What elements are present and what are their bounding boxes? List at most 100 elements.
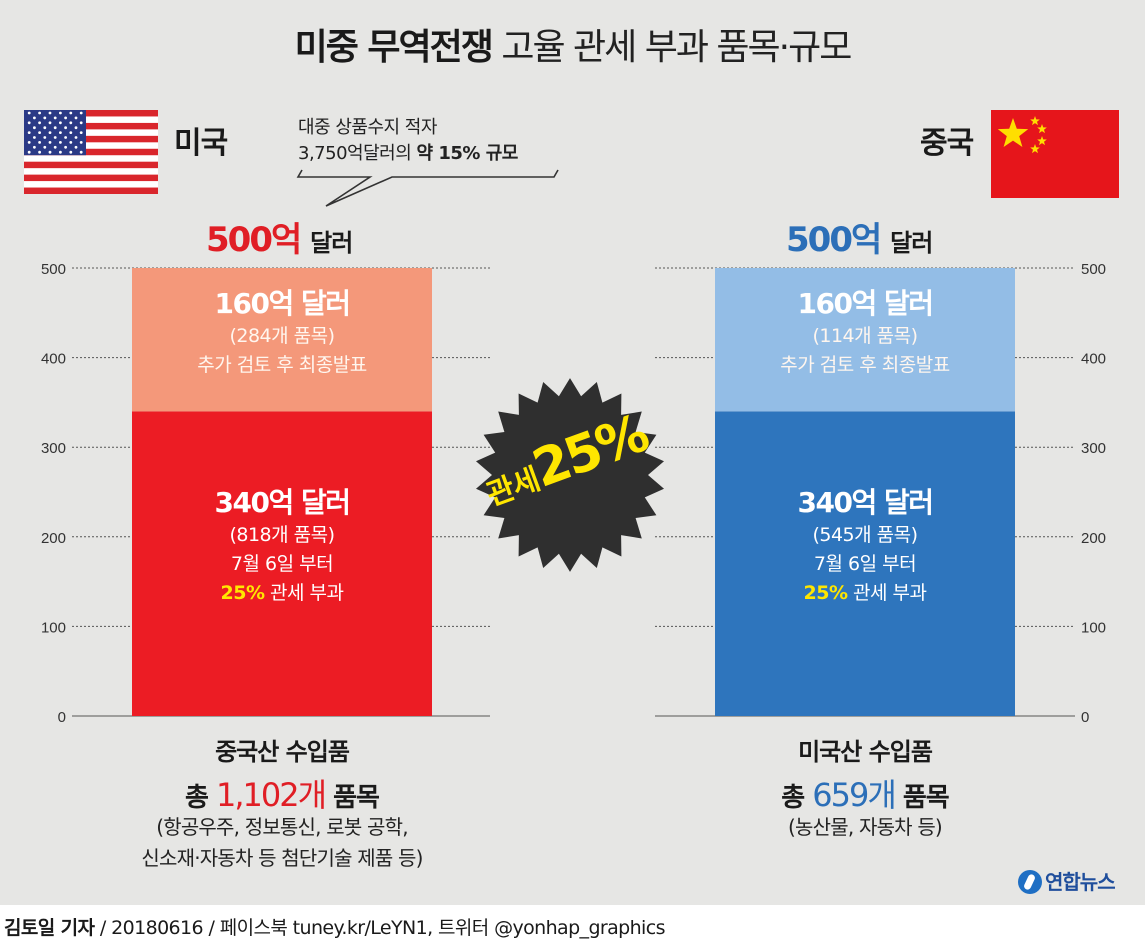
cn-lower-label: 340억 달러 (545개 품목) 7월 6일 부터 25% 관세 부과: [715, 485, 1015, 608]
y-tick-label-right: 300: [1081, 440, 1106, 457]
us-count-prefix: 총: [185, 783, 209, 813]
flag-star: [48, 121, 52, 125]
flag-star: [59, 131, 62, 134]
flag-star: [43, 126, 47, 130]
flag-star: [64, 145, 67, 149]
us-upper-items: (284개 품목): [229, 325, 335, 347]
flag-star: [69, 150, 73, 154]
cn-upper-label: 160억 달러 (114개 품목) 추가 검토 후 최종발표: [715, 286, 1015, 380]
callout-line-2: 3,750억달러의 약 15% 규모: [298, 141, 560, 167]
us-desc-line-2: 신소재·자동차 등 첨단기술 제품 등): [141, 846, 423, 870]
flag-star: [69, 111, 73, 115]
us-lower-date: 7월 6일 부터: [230, 553, 334, 575]
cn-lower-rate-suffix: 관세 부과: [853, 582, 927, 604]
y-tick-label-left: 300: [41, 440, 66, 457]
flag-star: [53, 136, 57, 139]
flag-star: [79, 121, 83, 125]
flag-star: [79, 111, 83, 115]
y-tick-label-right: 100: [1081, 619, 1106, 636]
country-label-cn: 중국: [920, 126, 974, 161]
flag-star: [43, 116, 47, 120]
cn-total-unit: 달러: [890, 229, 933, 257]
us-total-amount: 500억 달러: [206, 212, 353, 261]
flag-star: [79, 150, 83, 154]
flag-star: [38, 141, 41, 144]
flag-star: [48, 150, 52, 154]
us-desc-line-1: (항공우주, 정보통신, 로봇 공학,: [156, 815, 408, 839]
us-flag-icon: [24, 110, 158, 194]
cn-upper-note: 추가 검토 후 최종발표: [780, 354, 950, 376]
cn-upper-amount: 160억 달러: [797, 287, 934, 320]
callout-line-1: 대중 상품수지 적자: [298, 117, 437, 138]
y-tick-label-right: 0: [1081, 709, 1089, 726]
flag-star: [48, 131, 52, 134]
flag-star: [53, 116, 57, 120]
us-lower-rate-line: 25% 관세 부과: [132, 579, 432, 608]
us-upper-label: 160억 달러 (284개 품목) 추가 검토 후 최종발표: [132, 286, 432, 380]
page-title: 미중 무역전쟁 고율 관세 부과 품목·규모: [0, 18, 1145, 70]
y-tick-label-left: 500: [41, 261, 66, 278]
cn-desc-line-1: (농산물, 자동차 등): [788, 815, 943, 839]
logo-text: 연합뉴스: [1045, 870, 1116, 894]
flag-star: [38, 121, 41, 125]
flag-star: [79, 141, 83, 144]
us-bar-segment-lower: [132, 411, 432, 716]
us-bar-segment-upper: [132, 268, 432, 412]
us-lower-label: 340억 달러 (818개 품목) 7월 6일 부터 25% 관세 부과: [132, 485, 432, 608]
y-tick-label-left: 400: [41, 351, 66, 368]
flag-star: [33, 126, 36, 130]
y-tick-label-left: 100: [41, 619, 66, 636]
cn-count-number: 659개: [812, 776, 897, 814]
cn-lower-amount: 340억 달러: [797, 486, 934, 519]
flag-star: [27, 111, 31, 115]
cn-item-description: (농산물, 자동차 등): [665, 812, 1065, 843]
flag-star: [59, 141, 62, 144]
flag-star: [27, 131, 31, 134]
flag-star: [59, 121, 62, 125]
flag-star: [64, 136, 67, 139]
us-total-unit: 달러: [310, 229, 353, 257]
cn-bar-segment-lower: [715, 411, 1015, 716]
flag-star: [53, 126, 57, 130]
cn-count-suffix: 품목: [902, 783, 950, 813]
flag-star: [38, 131, 41, 134]
us-lower-rate: 25%: [220, 582, 265, 604]
flag-star: [69, 121, 73, 125]
flag-star: [74, 126, 78, 130]
cn-total-number: 500억: [786, 220, 882, 260]
us-upper-note: 추가 검토 후 최종발표: [197, 354, 367, 376]
flag-star: [27, 121, 31, 125]
flag-star: [64, 116, 67, 120]
flag-star: [43, 136, 47, 139]
cn-count-prefix: 총: [781, 783, 805, 813]
us-upper-amount: 160억 달러: [214, 287, 351, 320]
flag-star: [43, 145, 47, 149]
flag-star: [69, 141, 73, 144]
us-lower-rate-suffix: 관세 부과: [270, 582, 344, 604]
cn-origin-label: 미국산 수입품: [798, 738, 933, 766]
flag-star: [48, 111, 52, 115]
y-tick-label-right: 500: [1081, 261, 1106, 278]
byline: 김토일 기자 / 20180616 / 페이스북 tuney.kr/LeYN1,…: [4, 913, 665, 940]
us-item-description: (항공우주, 정보통신, 로봇 공학, 신소재·자동차 등 첨단기술 제품 등): [82, 812, 482, 874]
flag-star: [38, 150, 41, 154]
byline-author: 김토일 기자: [4, 917, 95, 939]
flag-star: [27, 141, 31, 144]
callout-emphasis: 약 15% 규모: [416, 143, 519, 164]
flag-star: [74, 116, 78, 120]
us-total-number: 500억: [206, 220, 302, 260]
flag-star: [74, 145, 78, 149]
yonhap-logo: 연합뉴스: [1018, 866, 1140, 898]
flag-star: [33, 136, 36, 139]
cn-total-amount: 500억 달러: [786, 212, 933, 261]
us-item-count: 총 1,102개 품목: [132, 770, 432, 816]
cn-lower-rate: 25%: [803, 582, 848, 604]
deficit-callout: 대중 상품수지 적자 3,750억달러의 약 15% 규모: [298, 115, 560, 167]
us-lower-items: (818개 품목): [229, 524, 335, 546]
flag-star: [64, 126, 67, 130]
y-tick-label-left: 200: [41, 530, 66, 547]
cn-lower-date: 7월 6일 부터: [813, 553, 917, 575]
cn-bar-segment-upper: [715, 268, 1015, 412]
